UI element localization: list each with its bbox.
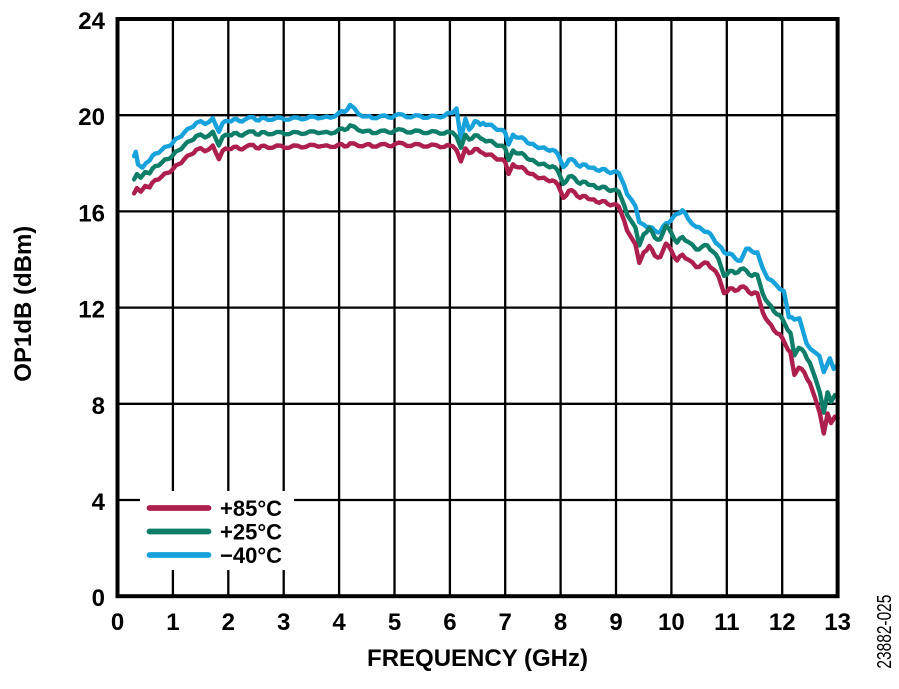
svg-text:FREQUENCY (GHz): FREQUENCY (GHz) [367,645,588,672]
svg-text:5: 5 [388,609,401,636]
svg-text:0: 0 [111,609,124,636]
svg-text:10: 10 [658,609,685,636]
svg-text:12: 12 [769,609,796,636]
svg-text:4: 4 [92,489,106,516]
svg-text:13: 13 [824,609,851,636]
svg-text:1: 1 [166,609,179,636]
svg-text:24: 24 [78,8,105,35]
svg-text:9: 9 [609,609,622,636]
svg-text:4: 4 [332,609,346,636]
svg-text:+25°C: +25°C [220,520,282,545]
svg-text:16: 16 [78,200,105,227]
svg-text:12: 12 [78,297,105,324]
svg-text:23882-025: 23882-025 [874,595,896,669]
svg-text:OP1dB (dBm): OP1dB (dBm) [10,226,37,382]
svg-text:6: 6 [443,609,456,636]
svg-text:7: 7 [499,609,512,636]
svg-text:8: 8 [92,393,105,420]
svg-text:−40°C: −40°C [220,543,282,568]
svg-text:20: 20 [78,104,105,131]
svg-text:+85°C: +85°C [220,496,282,521]
svg-text:3: 3 [277,609,290,636]
svg-text:8: 8 [554,609,567,636]
svg-text:11: 11 [714,609,739,636]
svg-text:0: 0 [92,585,105,612]
svg-text:2: 2 [222,609,235,636]
